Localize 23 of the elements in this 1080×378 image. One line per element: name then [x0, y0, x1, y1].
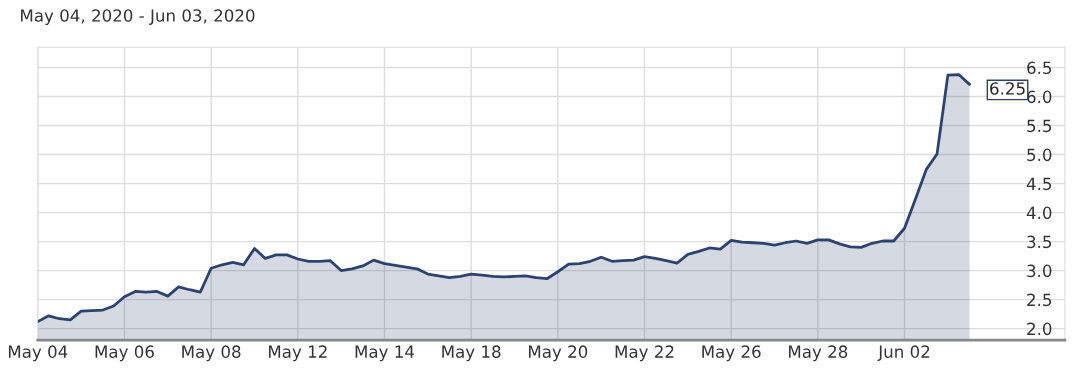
- x-tick-label: May 28: [789, 345, 848, 362]
- x-tick-label: May 20: [528, 345, 588, 362]
- y-tick-label: 2.5: [1027, 293, 1052, 307]
- x-tick-label: May 22: [615, 345, 674, 362]
- x-tick-label: May 26: [702, 345, 761, 362]
- y-tick-label: 6.5: [1027, 61, 1052, 75]
- y-tick-label: 3.5: [1027, 235, 1052, 249]
- y-tick-label: 6.0: [1027, 90, 1052, 104]
- x-tick-label: May 04: [8, 345, 68, 362]
- x-tick-label: May 06: [95, 345, 154, 362]
- x-tick-label: May 12: [268, 345, 327, 362]
- y-tick-label: 4.5: [1026, 177, 1052, 191]
- y-tick-label: 5.5: [1027, 119, 1052, 133]
- x-tick-label: May 18: [442, 345, 501, 362]
- y-tick-label: 3.0: [1027, 264, 1052, 278]
- annotation: 6.25: [990, 82, 1025, 95]
- x-tick-label: Jun 02: [877, 345, 930, 362]
- x-tick-label: May 08: [182, 345, 241, 362]
- y-tick-label: 4.0: [1026, 206, 1052, 220]
- y-tick-label: 2.0: [1027, 322, 1052, 336]
- chart-title: May 04, 2020 - Jun 03, 2020: [21, 9, 255, 26]
- y-tick-label: 5.0: [1027, 148, 1052, 162]
- x-tick-label: May 14: [355, 345, 415, 362]
